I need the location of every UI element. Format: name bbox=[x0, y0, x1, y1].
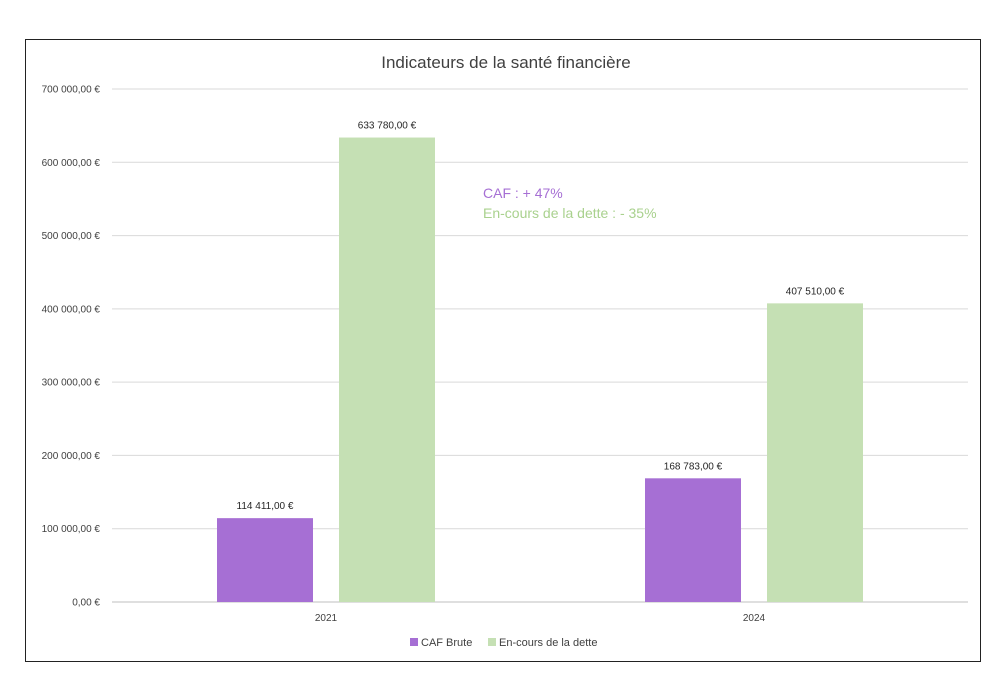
x-tick-label: 2024 bbox=[743, 613, 766, 624]
annotation-caf: CAF : + 47% bbox=[483, 185, 563, 201]
bar-caf-2021 bbox=[217, 518, 313, 602]
data-label: 407 510,00 € bbox=[786, 286, 845, 297]
bar-dette-2024 bbox=[767, 303, 863, 602]
y-tick-label: 0,00 € bbox=[72, 598, 100, 609]
data-label: 633 780,00 € bbox=[358, 121, 417, 132]
bar-dette-2021 bbox=[339, 137, 435, 603]
bar-chart: Indicateurs de la santé financière 0,00 … bbox=[42, 53, 968, 649]
y-axis-ticks: 0,00 € 100 000,00 € 200 000,00 € 300 000,00… bbox=[42, 85, 101, 609]
bar-caf-2024 bbox=[645, 478, 741, 602]
chart-frame: Indicateurs de la santé financière 0,00 … bbox=[25, 39, 981, 662]
data-labels: 114 411,00 € 633 780,00 € 168 783,00 € 407 … bbox=[237, 121, 845, 513]
legend-swatch-dette bbox=[488, 638, 496, 646]
x-tick-label: 2021 bbox=[315, 613, 338, 624]
legend-label-dette: En-cours de la dette bbox=[499, 637, 597, 649]
bars bbox=[217, 137, 863, 603]
y-tick-label: 700 000,00 € bbox=[42, 85, 101, 96]
data-label: 168 783,00 € bbox=[664, 461, 723, 472]
legend-swatch-caf bbox=[410, 638, 418, 646]
chart-title: Indicateurs de la santé financière bbox=[381, 53, 631, 72]
annotation-dette: En-cours de la dette : - 35% bbox=[483, 205, 657, 221]
y-tick-label: 300 000,00 € bbox=[42, 378, 101, 389]
data-label: 114 411,00 € bbox=[237, 501, 294, 512]
y-tick-label: 600 000,00 € bbox=[42, 158, 101, 169]
y-tick-label: 200 000,00 € bbox=[42, 451, 101, 462]
y-tick-label: 400 000,00 € bbox=[42, 304, 101, 315]
legend: CAF Brute En-cours de la dette bbox=[410, 637, 597, 649]
y-tick-label: 100 000,00 € bbox=[42, 524, 101, 535]
legend-label-caf: CAF Brute bbox=[421, 637, 472, 649]
x-axis-ticks: 2021 2024 bbox=[315, 613, 766, 624]
y-tick-label: 500 000,00 € bbox=[42, 231, 101, 242]
